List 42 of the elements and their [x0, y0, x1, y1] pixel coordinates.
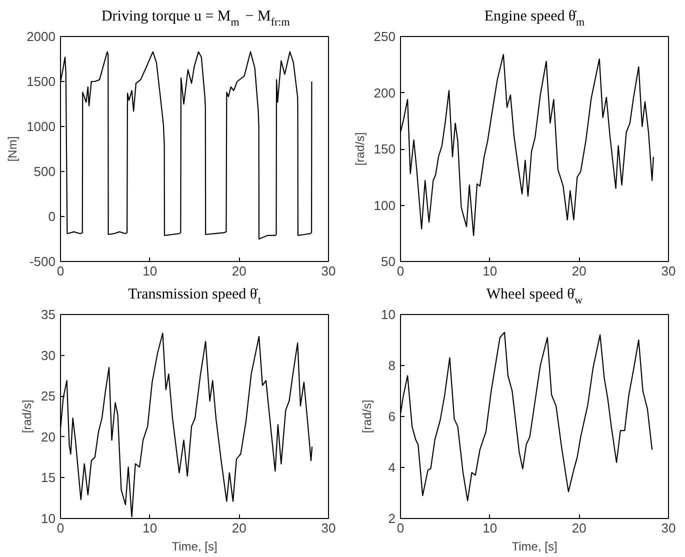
y-tick-label: 150 — [374, 142, 396, 156]
y-tick-label: 10 — [381, 307, 396, 322]
y-tick-label: 2000 — [26, 29, 56, 44]
x-tick-label: 30 — [321, 264, 336, 278]
line-series — [400, 332, 653, 502]
x-tick-label: 10 — [142, 520, 158, 536]
x-tick-label: 30 — [661, 520, 676, 536]
y-tick-label: 500 — [34, 164, 56, 179]
y-tick-label: 1000 — [26, 119, 56, 134]
x-tick-label: 10 — [482, 264, 498, 278]
y-tick-label: 0 — [48, 209, 56, 224]
y-tick-label: 50 — [381, 254, 396, 269]
y-tick-label: 4 — [388, 460, 396, 475]
line-series — [400, 54, 654, 236]
y-tick-label: 8 — [388, 358, 396, 373]
x-tick-label: 10 — [482, 520, 498, 536]
y-tick-label: 200 — [374, 85, 396, 100]
x-tick-label: 30 — [321, 520, 336, 536]
y-tick-label: 10 — [41, 511, 56, 526]
y-tick-label: 250 — [374, 29, 396, 44]
y-axis-title: [rad/s] — [20, 400, 34, 434]
y-axis-title: [rad/s] — [360, 400, 374, 434]
x-axis-title: Time, [s] — [512, 540, 558, 554]
y-tick-label: 30 — [41, 348, 56, 363]
y-tick-label: 1500 — [26, 74, 56, 89]
y-tick-label: 6 — [388, 409, 396, 424]
x-axis-title: Time, [s] — [172, 540, 218, 554]
x-tick-label: 20 — [232, 520, 246, 536]
y-tick-label: 15 — [41, 470, 56, 486]
y-tick-label: 35 — [41, 307, 56, 322]
x-tick-label: 30 — [661, 264, 676, 278]
y-tick-label: -500 — [29, 254, 56, 269]
y-tick-label: 25 — [41, 388, 56, 404]
y-axis-title: [Nm] — [6, 136, 20, 162]
x-tick-label: 10 — [142, 264, 158, 278]
x-tick-label: 20 — [572, 520, 586, 536]
y-tick-label: 100 — [374, 198, 396, 213]
x-tick-label: 20 — [572, 264, 586, 278]
y-tick-label: 20 — [41, 429, 56, 444]
y-tick-label: 2 — [388, 511, 396, 526]
y-axis-title: [rad/s] — [352, 132, 367, 166]
x-tick-label: 20 — [232, 264, 246, 278]
